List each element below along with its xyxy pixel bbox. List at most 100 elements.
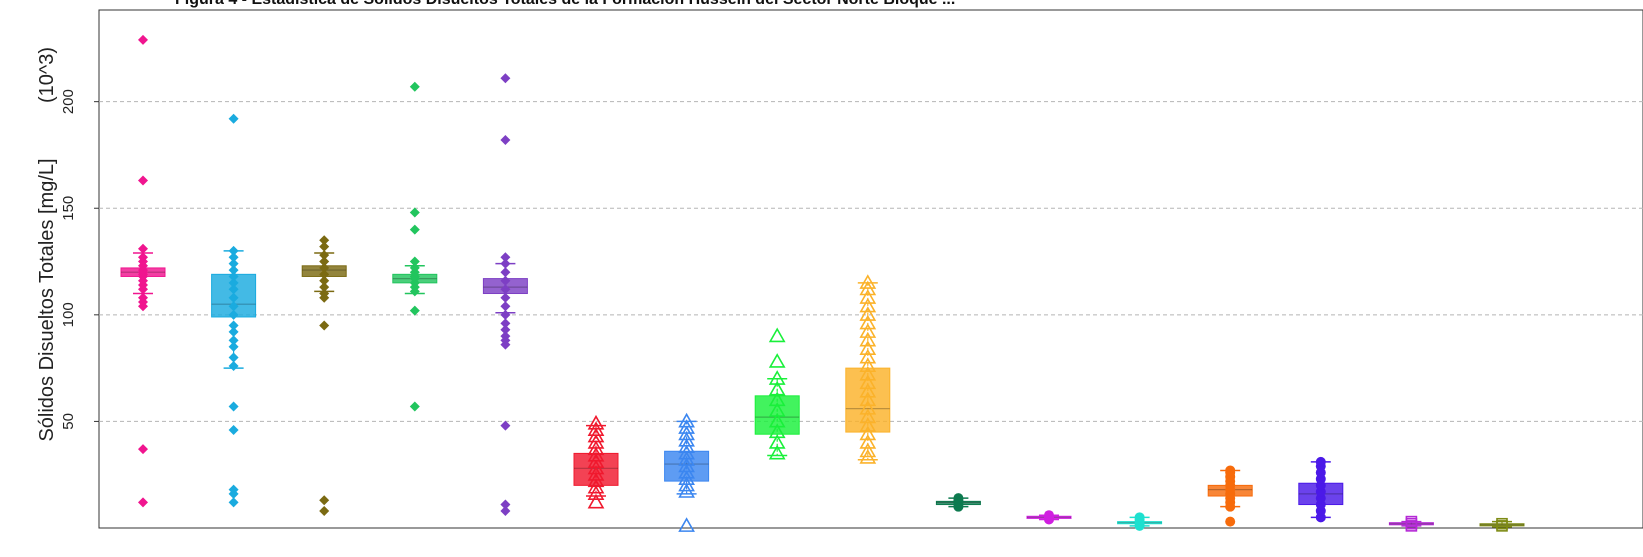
- point-marker: [228, 252, 239, 263]
- point-marker: [409, 224, 420, 235]
- point-marker: [409, 305, 420, 316]
- point-marker: [768, 391, 786, 407]
- point-marker: [409, 81, 420, 92]
- point-marker: [138, 252, 148, 263]
- point-marker: [859, 297, 877, 313]
- y-tick-label: 150: [60, 196, 77, 221]
- point-marker: [859, 314, 877, 330]
- y-axis-label-group: Sólidos Disueltos Totales [mg/L]: [36, 158, 58, 441]
- point-marker: [228, 424, 239, 435]
- point-marker: [1496, 517, 1508, 530]
- point-marker: [319, 288, 330, 299]
- point-marker: [859, 331, 877, 347]
- box-group: [1026, 510, 1072, 525]
- point-marker: [138, 175, 148, 186]
- box-group: [211, 113, 257, 508]
- point-marker: [228, 301, 239, 312]
- point-marker: [319, 282, 330, 293]
- point-marker: [138, 444, 148, 455]
- box-group: [935, 493, 981, 512]
- point-marker: [500, 309, 511, 320]
- point-marker: [859, 357, 877, 373]
- point-marker: [768, 412, 786, 428]
- point-marker: [409, 207, 420, 218]
- point-marker: [859, 323, 877, 338]
- point-marker: [768, 423, 786, 439]
- plot-area: [98, 9, 1643, 529]
- box-group: [482, 73, 528, 516]
- point-marker: [228, 341, 239, 352]
- box-group: [1479, 517, 1525, 532]
- point-marker: [1405, 515, 1418, 528]
- point-marker: [768, 402, 786, 417]
- point-marker: [500, 292, 511, 303]
- point-marker: [859, 374, 877, 390]
- point-marker: [768, 444, 786, 460]
- chart-title: Figura 4 - Estadística de Sólidos Disuel…: [175, 0, 955, 8]
- chart-title-group: Figura 4 - Estadística de Sólidos Disuel…: [175, 0, 955, 8]
- point-marker: [319, 320, 330, 331]
- box-rect: [1479, 523, 1525, 527]
- point-marker: [500, 135, 511, 146]
- point-marker: [319, 235, 330, 246]
- point-marker: [500, 318, 511, 329]
- point-marker: [500, 331, 511, 342]
- point-marker: [859, 274, 877, 289]
- point-marker: [500, 275, 511, 286]
- box-group: [301, 235, 347, 516]
- point-marker: [859, 348, 877, 364]
- point-marker: [138, 497, 148, 508]
- y-tick-label: 100: [60, 302, 77, 327]
- point-marker: [228, 284, 239, 295]
- point-marker: [228, 488, 239, 499]
- point-marker: [500, 267, 511, 278]
- point-marker: [228, 401, 239, 412]
- point-marker: [409, 262, 420, 273]
- point-marker: [228, 258, 239, 269]
- point-marker: [678, 517, 695, 532]
- point-marker: [409, 401, 420, 412]
- point-marker: [138, 243, 148, 254]
- point-marker: [859, 434, 877, 449]
- point-marker: [319, 262, 330, 273]
- point-marker: [768, 380, 786, 396]
- point-marker: [228, 326, 239, 337]
- point-marker: [1225, 465, 1236, 476]
- point-marker: [678, 412, 695, 428]
- point-marker: [859, 289, 877, 304]
- point-marker: [228, 113, 239, 124]
- point-marker: [768, 353, 786, 368]
- point-marker: [319, 250, 330, 261]
- point-marker: [500, 499, 511, 510]
- point-marker: [859, 408, 877, 424]
- point-marker: [1134, 512, 1145, 523]
- point-marker: [228, 271, 239, 282]
- point-marker: [500, 505, 511, 516]
- y-axis-unit: (10^3): [36, 47, 58, 103]
- box-group: [754, 327, 800, 460]
- point-marker: [587, 493, 605, 509]
- point-marker: [859, 306, 877, 321]
- point-marker: [319, 256, 330, 267]
- box-group: [1207, 465, 1253, 527]
- point-marker: [228, 360, 239, 371]
- point-marker: [500, 284, 511, 295]
- point-marker: [228, 292, 239, 303]
- box-group: [664, 412, 710, 532]
- y-axis-label: Sólidos Disueltos Totales [mg/L]: [36, 158, 58, 441]
- point-marker: [228, 352, 239, 363]
- point-marker: [138, 34, 148, 45]
- boxes: [120, 34, 1525, 532]
- box-rect: [1388, 522, 1434, 526]
- point-marker: [228, 309, 239, 320]
- point-marker: [768, 434, 786, 449]
- y-tick-label: 50: [60, 413, 77, 430]
- point-marker: [500, 73, 511, 84]
- point-marker: [228, 497, 239, 508]
- box-group: [1117, 512, 1163, 531]
- point-marker: [319, 241, 330, 252]
- point-marker: [768, 370, 786, 385]
- point-marker: [228, 265, 239, 276]
- point-marker: [1315, 456, 1326, 467]
